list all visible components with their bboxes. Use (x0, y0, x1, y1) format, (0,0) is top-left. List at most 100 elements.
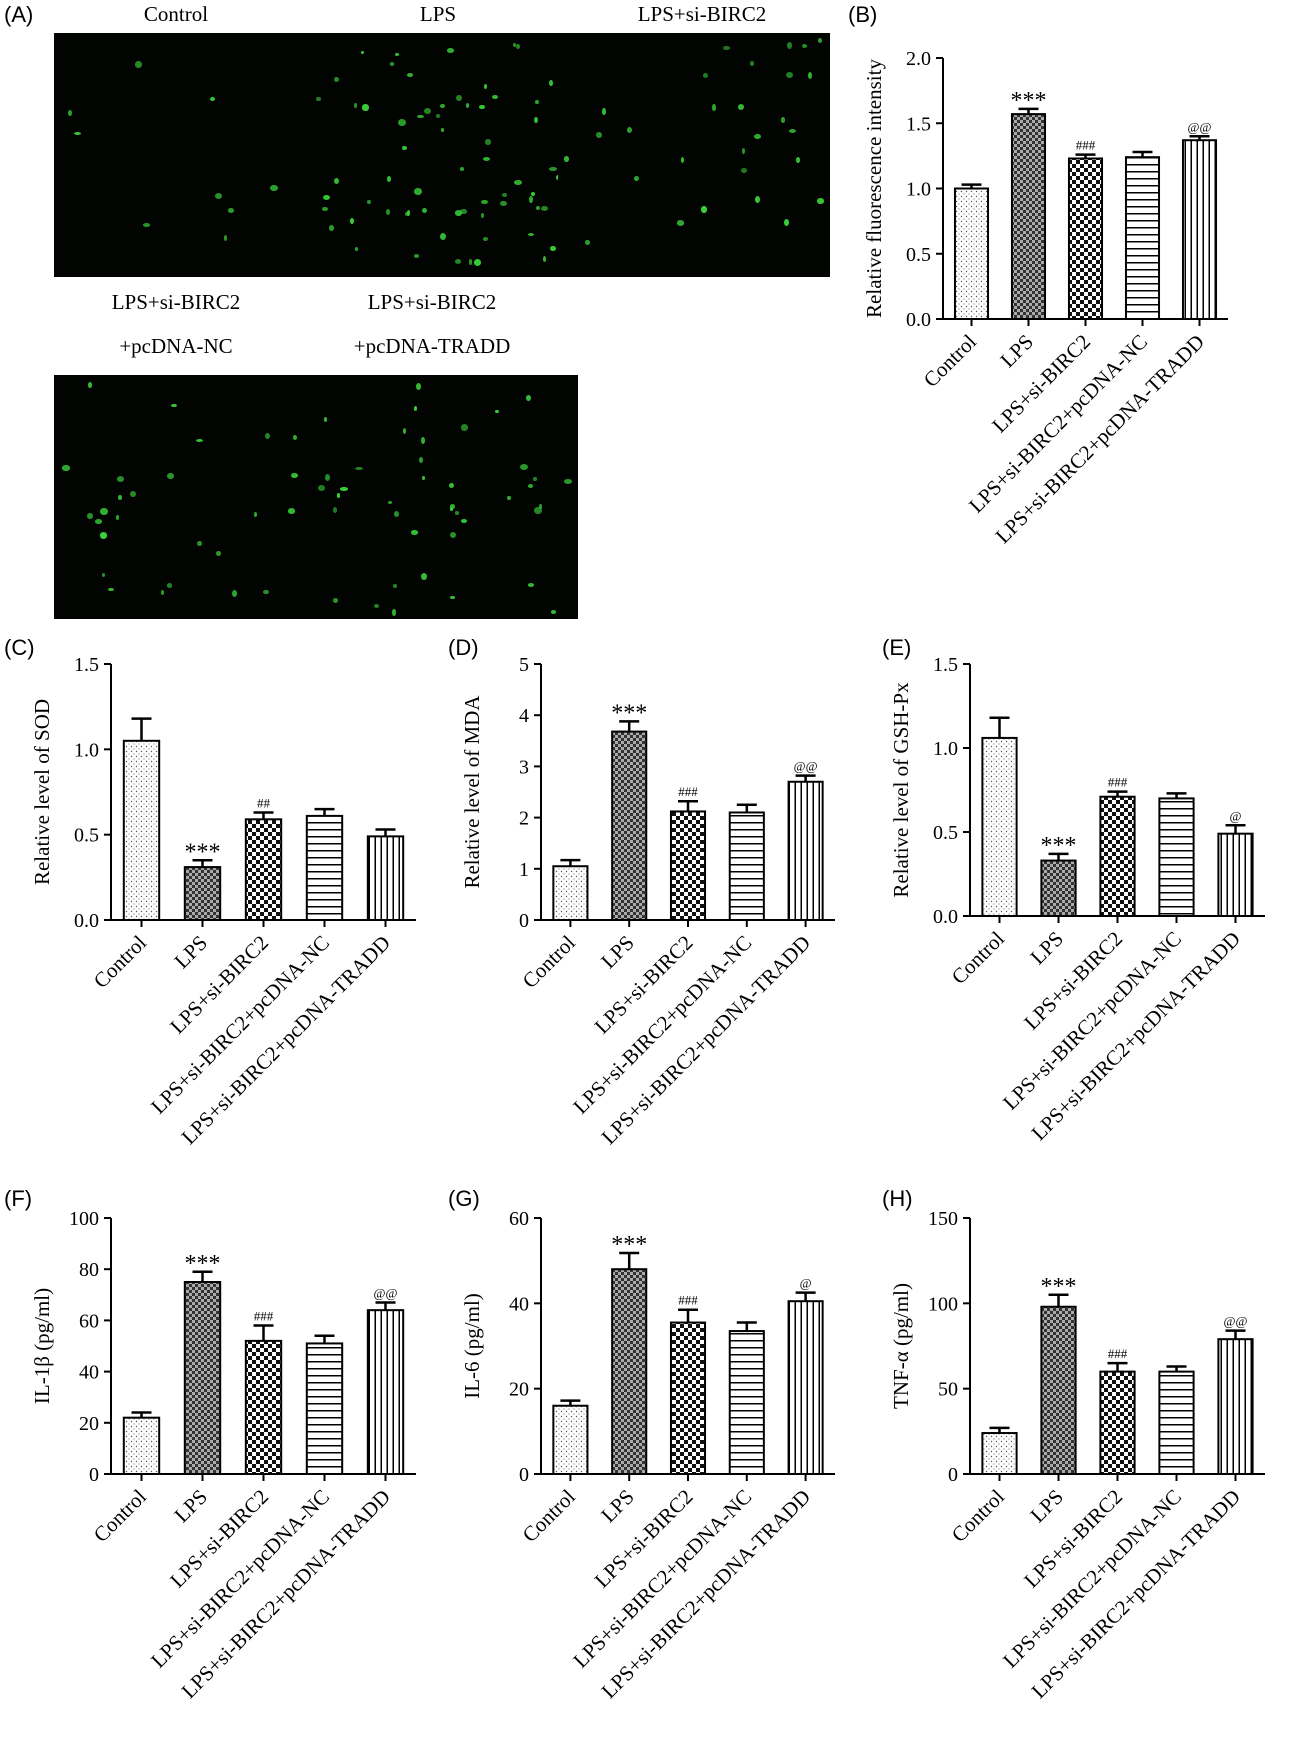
panel-label-b: (B) (848, 2, 878, 27)
significance-label: ### (1108, 1346, 1128, 1361)
fluorescent-cell (482, 156, 490, 161)
fluorescent-cell (440, 233, 447, 240)
fluorescent-cell (143, 223, 150, 227)
fluorescent-cell (780, 116, 786, 123)
fluorescent-cell (512, 42, 517, 48)
fluorescent-cell (223, 235, 228, 242)
fluorescent-cell (702, 73, 708, 79)
significance-label: *** (611, 1232, 647, 1258)
significance-label: *** (1011, 88, 1047, 114)
fluorescent-cell (468, 259, 473, 265)
fluorescent-cell (626, 127, 633, 133)
fluorescent-cell (485, 139, 491, 145)
fluorescent-cell (196, 438, 204, 443)
y-tick-label: 80 (79, 1259, 99, 1281)
fluorescent-cell (334, 77, 339, 83)
fluorescent-cell (410, 530, 418, 535)
image-title-lps: LPS (419, 2, 457, 26)
fluorescent-cell (421, 437, 426, 444)
fluorescent-cell (417, 114, 424, 119)
bar (1010, 113, 1047, 320)
bar (728, 1330, 765, 1475)
fluorescent-cell (460, 209, 467, 214)
fluorescent-cell (99, 532, 107, 539)
fluorescent-cell (317, 484, 326, 492)
fluorescent-cell (68, 110, 72, 117)
fluorescent-cell (516, 43, 520, 50)
fluorescent-cell (360, 50, 364, 54)
image-title-si-birc2: LPS+si-BIRC2 (637, 2, 767, 26)
significance-label: ### (1076, 138, 1096, 153)
y-tick-label: 0.0 (933, 906, 958, 928)
category-label: LPS (1025, 927, 1068, 970)
fluorescent-cell (439, 104, 445, 109)
y-tick-label: 4 (519, 705, 529, 727)
y-tick-label: 1 (519, 859, 529, 881)
bar (366, 1309, 405, 1476)
chart-e: 0.0 0.5 1.0 1.5 Relative level of GSH-Px Cont… (889, 654, 1265, 1145)
fluorescent-cell (402, 427, 406, 434)
category-label: LPS (995, 330, 1038, 373)
image-title-pcdna-nc-line2: +pcDNA-NC (119, 334, 233, 358)
fluorescent-cell (386, 208, 391, 215)
y-axis-label: Relative level of SOD (30, 699, 54, 885)
significance-label: @@ (1188, 119, 1212, 134)
fluorescent-cell (480, 213, 484, 218)
fluorescent-cell (520, 464, 529, 470)
bar (552, 865, 589, 921)
fluorescent-cell (785, 71, 794, 79)
fluorescent-cell (527, 582, 535, 587)
fluorescent-cell (340, 487, 348, 491)
significance-label: ### (678, 1293, 698, 1308)
y-axis-label: TNF-α (pg/ml) (889, 1283, 913, 1409)
fluorescent-cell (738, 103, 745, 110)
y-tick-label: 20 (509, 1379, 529, 1401)
y-tick-label: 20 (79, 1413, 99, 1435)
bar (1158, 797, 1195, 918)
fluorescent-cell (402, 146, 407, 150)
chart-f: 0 20 40 60 80 100 IL-1β (pg/ml) Control *** LPS ##… (30, 1208, 416, 1703)
bar (183, 1281, 222, 1475)
fluorescent-cell (506, 496, 511, 501)
y-tick-label: 3 (519, 756, 529, 778)
microscopy-image-control (54, 33, 326, 277)
bar (787, 1300, 824, 1475)
fluorescent-cell (387, 501, 392, 505)
fluorescent-cell (436, 113, 440, 118)
bar (1040, 1305, 1077, 1476)
fluorescent-cell (786, 42, 792, 49)
fluorescent-cell (549, 80, 553, 87)
significance-label: *** (1041, 833, 1077, 859)
fluorescent-cell (355, 247, 359, 251)
fluorescent-cell (86, 513, 93, 519)
y-axis-label: Relative level of GSH-Px (889, 682, 913, 898)
fluorescent-cell (449, 503, 455, 509)
fluorescent-cell (483, 236, 489, 241)
significance-label: @@ (374, 1285, 398, 1300)
fluorescent-cell (418, 457, 423, 464)
microscopy-image-si-birc2 (558, 33, 830, 277)
fluorescent-cell (529, 195, 534, 203)
significance-label: *** (185, 1251, 221, 1277)
fluorescent-cell (808, 72, 813, 80)
bar (244, 818, 283, 921)
y-tick-label: 150 (928, 1208, 958, 1230)
fluorescent-cell (100, 507, 108, 515)
fluorescent-cell (454, 210, 463, 216)
y-axis-label: Relative fluorescence intensity (862, 59, 886, 318)
fluorescent-cell (447, 48, 454, 53)
fluorescent-cell (817, 198, 824, 204)
fluorescent-cell (214, 192, 222, 199)
fluorescent-cell (788, 128, 796, 133)
y-tick-label: 1.5 (74, 654, 99, 676)
significance-label: @@ (1224, 1314, 1248, 1329)
y-axis-label: Relative level of MDA (460, 695, 484, 889)
fluorescent-cell (491, 94, 498, 100)
fluorescent-cell (514, 180, 522, 186)
fluorescent-cell (414, 188, 422, 195)
fluorescent-cell (349, 217, 354, 225)
fluorescent-cell (107, 587, 115, 591)
bar (787, 780, 824, 922)
y-tick-label: 1.5 (906, 113, 931, 135)
